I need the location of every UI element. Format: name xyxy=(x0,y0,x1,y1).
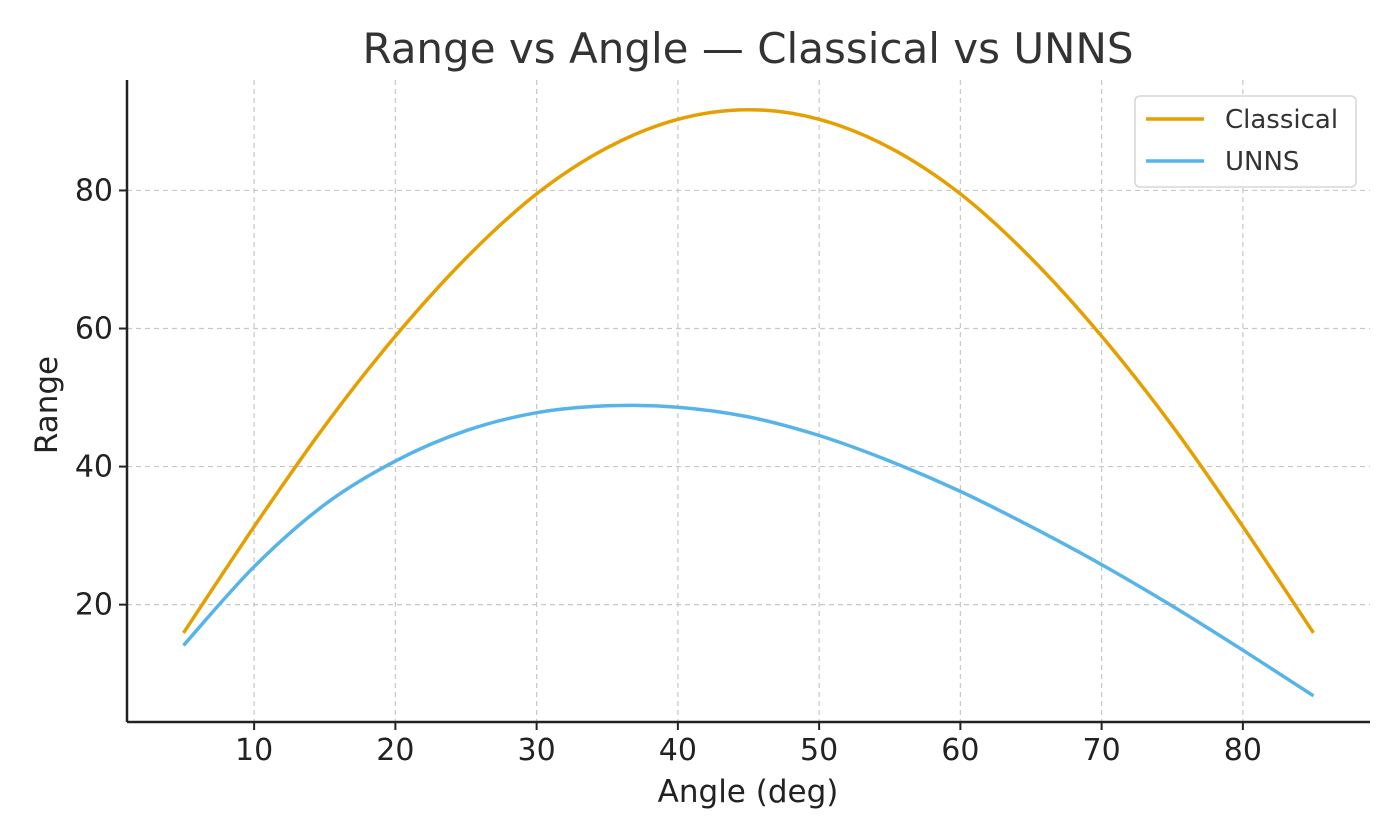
x-tick-label: 60 xyxy=(941,733,979,768)
x-tick-label: 30 xyxy=(518,733,556,768)
chart-title: Range vs Angle — Classical vs UNNS xyxy=(362,24,1133,73)
legend-label-classical: Classical xyxy=(1225,105,1338,135)
series-line-classical xyxy=(182,107,1315,634)
grid-lines xyxy=(127,80,1370,722)
x-tick-label: 70 xyxy=(1083,733,1121,768)
legend-label-unns: UNNS xyxy=(1225,147,1299,177)
x-axis-label: Angle (deg) xyxy=(658,774,839,810)
x-tick-label: 10 xyxy=(235,733,273,768)
x-tick-label: 80 xyxy=(1224,733,1262,768)
x-tick-label: 40 xyxy=(659,733,697,768)
y-tick-label: 40 xyxy=(75,450,113,485)
axis-ticks: 10 20 30 40 50 60 70 80 20 40 60 80 xyxy=(75,173,1262,768)
series-lines xyxy=(182,107,1315,698)
x-tick-label: 20 xyxy=(376,733,414,768)
y-axis-label: Range xyxy=(29,356,65,454)
y-tick-label: 60 xyxy=(75,312,113,347)
series-line-unns xyxy=(182,403,1315,698)
y-tick-label: 20 xyxy=(75,588,113,623)
legend: Classical UNNS xyxy=(1134,95,1357,188)
y-tick-label: 80 xyxy=(75,173,113,208)
x-tick-label: 50 xyxy=(800,733,838,768)
